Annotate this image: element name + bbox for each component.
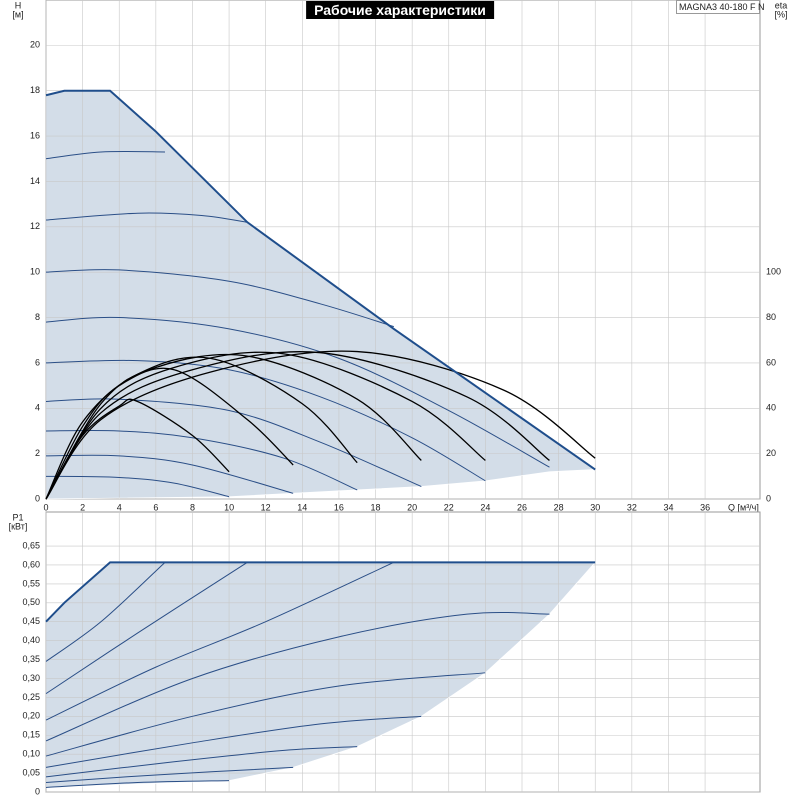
performance-curve bbox=[45, 561, 248, 695]
x-tick-label: 22 bbox=[444, 502, 454, 512]
x-tick-label: 32 bbox=[627, 502, 637, 512]
y-axis-label: P1 bbox=[12, 512, 23, 522]
y-tick-label: 0 bbox=[35, 493, 40, 503]
efficiency-curve bbox=[45, 350, 596, 500]
x-tick-label: 26 bbox=[517, 502, 527, 512]
chart-title: Рабочие характеристики bbox=[306, 1, 494, 19]
x-tick-label: 8 bbox=[190, 502, 195, 512]
efficiency-curve bbox=[45, 351, 550, 500]
lower-edge bbox=[45, 562, 596, 788]
performance-curve bbox=[45, 715, 422, 768]
x-tick-label: 14 bbox=[297, 502, 307, 512]
x-tick-label: 16 bbox=[334, 502, 344, 512]
x-tick-label: 2 bbox=[80, 502, 85, 512]
y-tick-label: 2 bbox=[35, 448, 40, 458]
x-axis-label: Q [м³/ч] bbox=[728, 502, 759, 512]
performance-curve bbox=[45, 398, 422, 487]
performance-curve bbox=[45, 780, 230, 788]
y-tick-label: 0,15 bbox=[22, 730, 40, 740]
y-tick-label: 0,40 bbox=[22, 635, 40, 645]
x-tick-label: 36 bbox=[700, 502, 710, 512]
performance-curve bbox=[45, 672, 486, 757]
y2-axis-label: eta bbox=[775, 0, 788, 10]
y-axis-unit: [кВт] bbox=[9, 521, 28, 531]
y-tick-label: 0,55 bbox=[22, 578, 40, 588]
x-tick-label: 10 bbox=[224, 502, 234, 512]
x-tick-label: 30 bbox=[590, 502, 600, 512]
performance-curve bbox=[45, 454, 294, 494]
lower-edge bbox=[45, 469, 596, 500]
y-tick-label: 14 bbox=[30, 176, 40, 186]
y-tick-label: 0,60 bbox=[22, 559, 40, 569]
y-tick-label: 20 bbox=[30, 40, 40, 50]
x-tick-label: 24 bbox=[480, 502, 490, 512]
performance-curve bbox=[45, 429, 358, 491]
x-tick-label: 18 bbox=[371, 502, 381, 512]
operating-range-fill bbox=[46, 562, 596, 788]
performance-curve bbox=[45, 212, 248, 223]
y-tick-label: 12 bbox=[30, 221, 40, 231]
performance-curve bbox=[45, 611, 550, 742]
performance-curve bbox=[45, 150, 166, 160]
y-tick-label: 16 bbox=[30, 130, 40, 140]
envelope-curve bbox=[45, 89, 596, 471]
performance-curve bbox=[45, 766, 294, 784]
y-tick-label: 0,25 bbox=[22, 692, 40, 702]
performance-curve bbox=[45, 561, 395, 721]
performance-curve bbox=[45, 561, 166, 662]
y2-tick-label: 100 bbox=[766, 267, 781, 277]
y-tick-label: 0,10 bbox=[22, 749, 40, 759]
y-tick-label: 10 bbox=[30, 267, 40, 277]
envelope-curve bbox=[45, 561, 596, 623]
x-tick-label: 4 bbox=[117, 502, 122, 512]
operating-range-fill bbox=[46, 90, 596, 500]
y-tick-label: 0,35 bbox=[22, 654, 40, 664]
y-tick-label: 0 bbox=[35, 786, 40, 796]
y-tick-label: 0,05 bbox=[22, 767, 40, 777]
y-tick-label: 18 bbox=[30, 85, 40, 95]
x-tick-label: 28 bbox=[554, 502, 564, 512]
efficiency-curve bbox=[45, 353, 422, 500]
model-label: MAGNA3 40-180 F N bbox=[676, 0, 765, 14]
performance-curve bbox=[45, 269, 394, 328]
performance-curve bbox=[45, 475, 230, 498]
performance-curve bbox=[45, 746, 358, 778]
y2-tick-label: 60 bbox=[766, 357, 776, 367]
performance-curve bbox=[45, 316, 550, 468]
y-tick-label: 0,65 bbox=[22, 540, 40, 550]
performance-curve bbox=[45, 359, 486, 482]
y-tick-label: 0,50 bbox=[22, 597, 40, 607]
y-tick-label: 6 bbox=[35, 357, 40, 367]
y2-axis-unit: [%] bbox=[774, 9, 787, 19]
efficiency-curve bbox=[45, 351, 486, 500]
y2-tick-label: 0 bbox=[766, 493, 771, 503]
y-axis-unit: [м] bbox=[12, 9, 23, 19]
y-axis-label: H bbox=[15, 0, 22, 10]
y2-tick-label: 80 bbox=[766, 312, 776, 322]
x-tick-label: 34 bbox=[663, 502, 673, 512]
y-tick-label: 4 bbox=[35, 403, 40, 413]
y2-tick-label: 20 bbox=[766, 448, 776, 458]
x-tick-label: 20 bbox=[407, 502, 417, 512]
y2-tick-label: 40 bbox=[766, 403, 776, 413]
x-tick-label: 0 bbox=[43, 502, 48, 512]
efficiency-curve bbox=[45, 356, 358, 500]
y-tick-label: 0,30 bbox=[22, 673, 40, 683]
y-tick-label: 0,45 bbox=[22, 616, 40, 626]
y-tick-label: 0,20 bbox=[22, 711, 40, 721]
x-tick-label: 12 bbox=[261, 502, 271, 512]
y-tick-label: 8 bbox=[35, 312, 40, 322]
x-tick-label: 6 bbox=[153, 502, 158, 512]
